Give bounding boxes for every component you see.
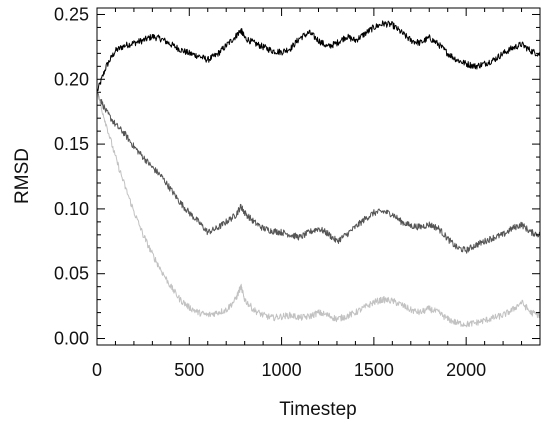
series-line-2 bbox=[96, 92, 541, 254]
y-axis-label: RMSD bbox=[12, 148, 33, 204]
y-tick-label: 0.20 bbox=[54, 69, 89, 89]
x-axis-ticks: 0 500 1000 1500 2000 bbox=[92, 8, 523, 380]
y-tick-label: 0.25 bbox=[54, 4, 89, 24]
plot-frame bbox=[96, 7, 541, 346]
y-axis-ticks: 0.00 0.05 0.10 0.15 0.20 0.25 bbox=[54, 4, 540, 349]
y-tick-label: 0.05 bbox=[54, 264, 89, 284]
x-tick-label: 1500 bbox=[354, 360, 394, 380]
y-tick-label: 0.10 bbox=[54, 199, 89, 219]
y-tick-label: 0.15 bbox=[54, 134, 89, 154]
x-axis-label: Timestep bbox=[279, 399, 356, 420]
x-tick-label: 500 bbox=[174, 360, 204, 380]
series-line-1 bbox=[96, 20, 541, 93]
x-tick-label: 1000 bbox=[262, 360, 302, 380]
y-tick-label: 0.00 bbox=[54, 329, 89, 349]
x-tick-label: 0 bbox=[92, 360, 102, 380]
series-line-3 bbox=[96, 92, 541, 328]
x-tick-label: 2000 bbox=[446, 360, 486, 380]
series-layer bbox=[96, 20, 541, 328]
